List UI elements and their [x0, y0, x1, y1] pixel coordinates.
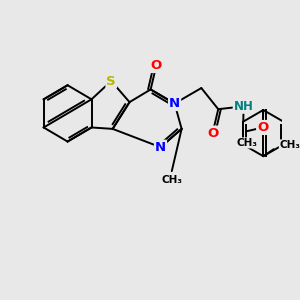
Text: CH₃: CH₃ [237, 138, 258, 148]
Text: S: S [106, 74, 116, 88]
Text: O: O [257, 121, 269, 134]
Text: CH₃: CH₃ [279, 140, 300, 150]
Text: O: O [207, 127, 218, 140]
Text: NH: NH [234, 100, 254, 113]
Text: O: O [151, 59, 162, 72]
Text: N: N [169, 97, 180, 110]
Text: CH₃: CH₃ [161, 175, 182, 185]
Text: N: N [155, 141, 166, 154]
